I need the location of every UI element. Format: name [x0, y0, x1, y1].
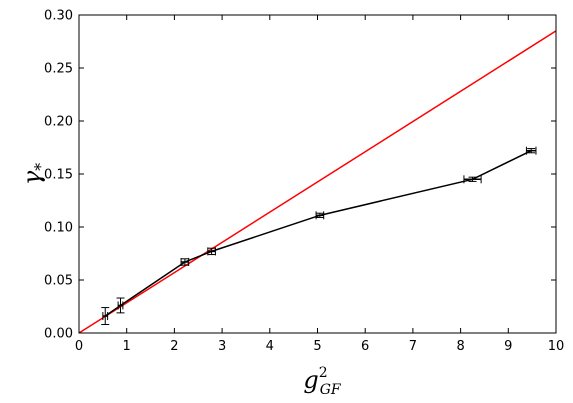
x-tick-label: 7 [409, 339, 417, 354]
x-tick-label: 8 [456, 339, 464, 354]
x-tick-label: 9 [504, 339, 512, 354]
y-tick-label: 0.15 [44, 168, 73, 183]
data-point [180, 257, 190, 266]
y-axis-label: γ* [18, 163, 50, 185]
y-tick-label: 0.20 [44, 115, 73, 130]
x-tick-label: 1 [123, 339, 131, 354]
x-axis-label-sub: GF [320, 382, 342, 398]
ticks-layer: 0 1 2 3 4 5 6 7 8 9 10 0.00 0.05 0.10 0.15 0.20 0.25 0.30 [44, 9, 564, 355]
data-point [207, 247, 216, 256]
y-tick-label: 0.25 [44, 62, 73, 77]
x-tick-label: 5 [313, 339, 321, 354]
y-tick-label: 0.00 [44, 327, 73, 342]
y-tick-label: 0.05 [44, 274, 73, 289]
x-tick-label: 10 [548, 339, 565, 354]
x-axis-label-sup: 2 [319, 365, 328, 381]
plot-layer [78, 30, 557, 334]
x-tick-label: 4 [266, 339, 274, 354]
x-axis-label-base: g [303, 366, 318, 394]
y-tick-label: 0.30 [44, 9, 73, 24]
x-tick-label: 3 [218, 339, 226, 354]
data-series-line [104, 150, 532, 317]
data-point [315, 211, 325, 220]
x-axis-label: g2 GF [303, 365, 341, 398]
data-point [116, 297, 125, 314]
x-tick-label: 2 [170, 339, 178, 354]
y-axis-label-base: γ [18, 170, 46, 185]
y-tick-label: 0.10 [44, 221, 73, 236]
data-point [101, 307, 110, 326]
x-tick-label: 6 [361, 339, 369, 354]
y-axis-label-sub: * [31, 163, 50, 171]
data-point [463, 175, 482, 184]
x-tick-label: 0 [75, 339, 83, 354]
red-reference-line [78, 30, 557, 334]
data-point [525, 146, 537, 155]
